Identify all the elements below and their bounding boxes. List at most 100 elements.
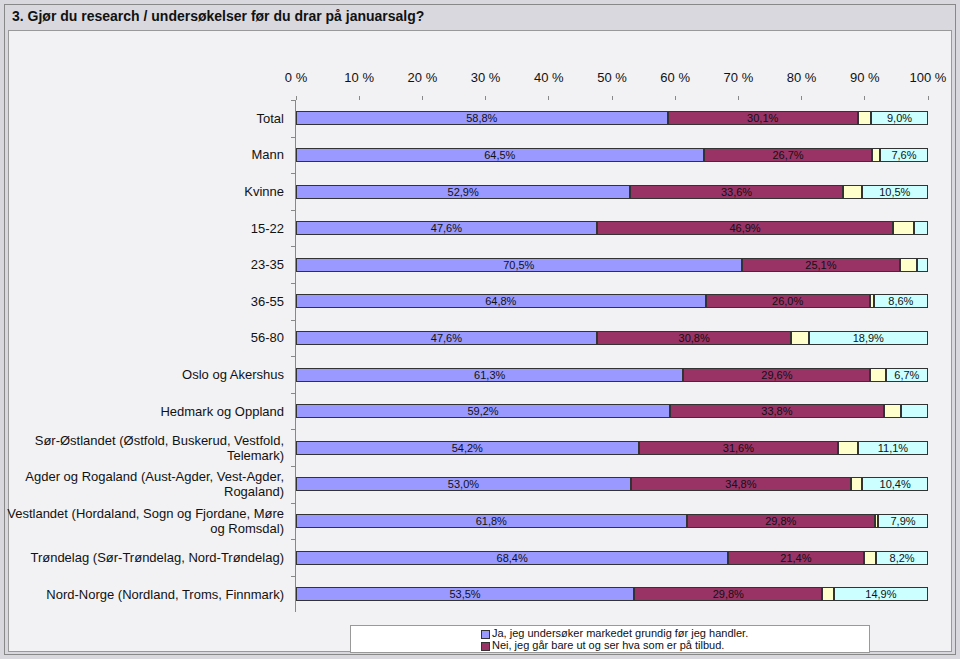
category-label: Agder og Rogaland (Aust-Agder, Vest-Agde… bbox=[4, 466, 284, 503]
category-text: Mann bbox=[251, 147, 284, 162]
y-tick bbox=[291, 173, 295, 174]
y-tick bbox=[291, 283, 295, 284]
data-label: 18,9% bbox=[838, 331, 898, 345]
category-label: 56-80 bbox=[4, 320, 284, 357]
data-label: 7,9% bbox=[873, 514, 933, 528]
data-label: 14,9% bbox=[851, 587, 911, 601]
bar-segment bbox=[838, 441, 858, 455]
data-label: 59,2% bbox=[453, 404, 513, 418]
y-tick bbox=[291, 137, 295, 138]
category-text: Total bbox=[257, 111, 284, 126]
data-label: 64,5% bbox=[470, 148, 530, 162]
y-tick bbox=[291, 210, 295, 211]
category-text: Sør-Østlandet (Østfold, Buskerud, Vestfo… bbox=[4, 433, 284, 463]
bar-segment bbox=[851, 477, 862, 491]
y-tick bbox=[291, 466, 295, 467]
data-label: 61,8% bbox=[461, 514, 521, 528]
bar-segment bbox=[900, 258, 916, 272]
data-label: 11,1% bbox=[863, 441, 923, 455]
x-tick bbox=[864, 96, 865, 100]
category-label: Kvinne bbox=[4, 173, 284, 210]
data-label: 52,9% bbox=[433, 185, 493, 199]
x-tick bbox=[359, 96, 360, 100]
data-label: 7,6% bbox=[874, 148, 934, 162]
category-label: 15-22 bbox=[4, 210, 284, 247]
legend-swatch bbox=[481, 630, 490, 639]
category-label: Trøndelag (Sør-Trøndelag, Nord-Trøndelag… bbox=[4, 539, 284, 576]
category-text: Vestlandet (Hordaland, Sogn og Fjordane,… bbox=[4, 506, 284, 536]
x-tick-label: 0 % bbox=[266, 70, 326, 85]
x-tick bbox=[738, 96, 739, 100]
y-tick bbox=[291, 100, 295, 101]
bar-segment bbox=[843, 185, 862, 199]
data-label: 6,7% bbox=[877, 368, 937, 382]
x-tick-label: 100 % bbox=[898, 70, 958, 85]
bar-segment bbox=[893, 221, 914, 235]
data-label: 47,6% bbox=[416, 221, 476, 235]
category-label: 23-35 bbox=[4, 246, 284, 283]
bar-segment bbox=[884, 404, 902, 418]
category-text: Hedmark og Oppland bbox=[160, 404, 284, 419]
title: 3. Gjør du research / undersøkelser før … bbox=[12, 8, 424, 24]
category-text: 36-55 bbox=[251, 294, 284, 309]
y-tick bbox=[291, 576, 295, 577]
data-label: 26,0% bbox=[758, 294, 818, 308]
data-label: 53,5% bbox=[435, 587, 495, 601]
data-label: 70,5% bbox=[489, 258, 549, 272]
legend-label: Ja, jeg undersøker markedet grundig før … bbox=[492, 627, 748, 639]
category-text: Kvinne bbox=[244, 184, 284, 199]
x-tick-label: 90 % bbox=[835, 70, 895, 85]
legend: Ja, jeg undersøker markedet grundig før … bbox=[350, 625, 870, 653]
data-label: 46,9% bbox=[715, 221, 775, 235]
category-label: Sør-Østlandet (Østfold, Buskerud, Vestfo… bbox=[4, 429, 284, 466]
category-label: Hedmark og Oppland bbox=[4, 393, 284, 430]
data-label: 8,2% bbox=[872, 551, 932, 565]
y-tick bbox=[291, 356, 295, 357]
bar-segment bbox=[917, 258, 928, 272]
data-label: 26,7% bbox=[758, 148, 818, 162]
bar-segment bbox=[822, 587, 833, 601]
y-tick bbox=[291, 320, 295, 321]
y-tick bbox=[291, 246, 295, 247]
data-label: 61,3% bbox=[460, 368, 520, 382]
x-tick bbox=[675, 96, 676, 100]
category-label: 36-55 bbox=[4, 283, 284, 320]
plot-area bbox=[296, 100, 928, 612]
category-text: Trøndelag (Sør-Trøndelag, Nord-Trøndelag… bbox=[30, 550, 284, 565]
data-label: 25,1% bbox=[791, 258, 851, 272]
data-label: 29,8% bbox=[751, 514, 811, 528]
y-tick bbox=[291, 539, 295, 540]
data-label: 29,8% bbox=[698, 587, 758, 601]
legend-entry: Ja, jeg undersøker markedet grundig før … bbox=[481, 627, 869, 639]
bar-segment bbox=[872, 148, 880, 162]
x-tick-label: 10 % bbox=[329, 70, 389, 85]
data-label: 9,0% bbox=[870, 111, 930, 125]
y-tick bbox=[291, 503, 295, 504]
data-label: 34,8% bbox=[711, 477, 771, 491]
x-tick-label: 50 % bbox=[582, 70, 642, 85]
data-label: 21,4% bbox=[766, 551, 826, 565]
category-label: Oslo og Akershus bbox=[4, 356, 284, 393]
x-tick-label: 80 % bbox=[772, 70, 832, 85]
bar-segment bbox=[870, 368, 885, 382]
y-tick bbox=[291, 429, 295, 430]
legend-swatch bbox=[481, 642, 490, 651]
data-label: 10,4% bbox=[865, 477, 925, 491]
x-tick bbox=[422, 96, 423, 100]
legend-label: Nei, jeg går bare ut og ser hva som er p… bbox=[492, 639, 724, 651]
data-label: 47,6% bbox=[416, 331, 476, 345]
category-text: 56-80 bbox=[251, 330, 284, 345]
category-text: Nord-Norge (Nordland, Troms, Finnmark) bbox=[46, 587, 284, 602]
bar-segment bbox=[914, 221, 928, 235]
data-label: 33,6% bbox=[707, 185, 767, 199]
data-label: 68,4% bbox=[482, 551, 542, 565]
data-label: 58,8% bbox=[452, 111, 512, 125]
data-label: 29,6% bbox=[747, 368, 807, 382]
bar-segment bbox=[901, 404, 928, 418]
data-label: 33,8% bbox=[747, 404, 807, 418]
bar-segment bbox=[858, 111, 871, 125]
data-label: 10,5% bbox=[865, 185, 925, 199]
data-label: 8,6% bbox=[871, 294, 931, 308]
x-tick bbox=[928, 96, 929, 100]
bar-segment bbox=[791, 331, 808, 345]
